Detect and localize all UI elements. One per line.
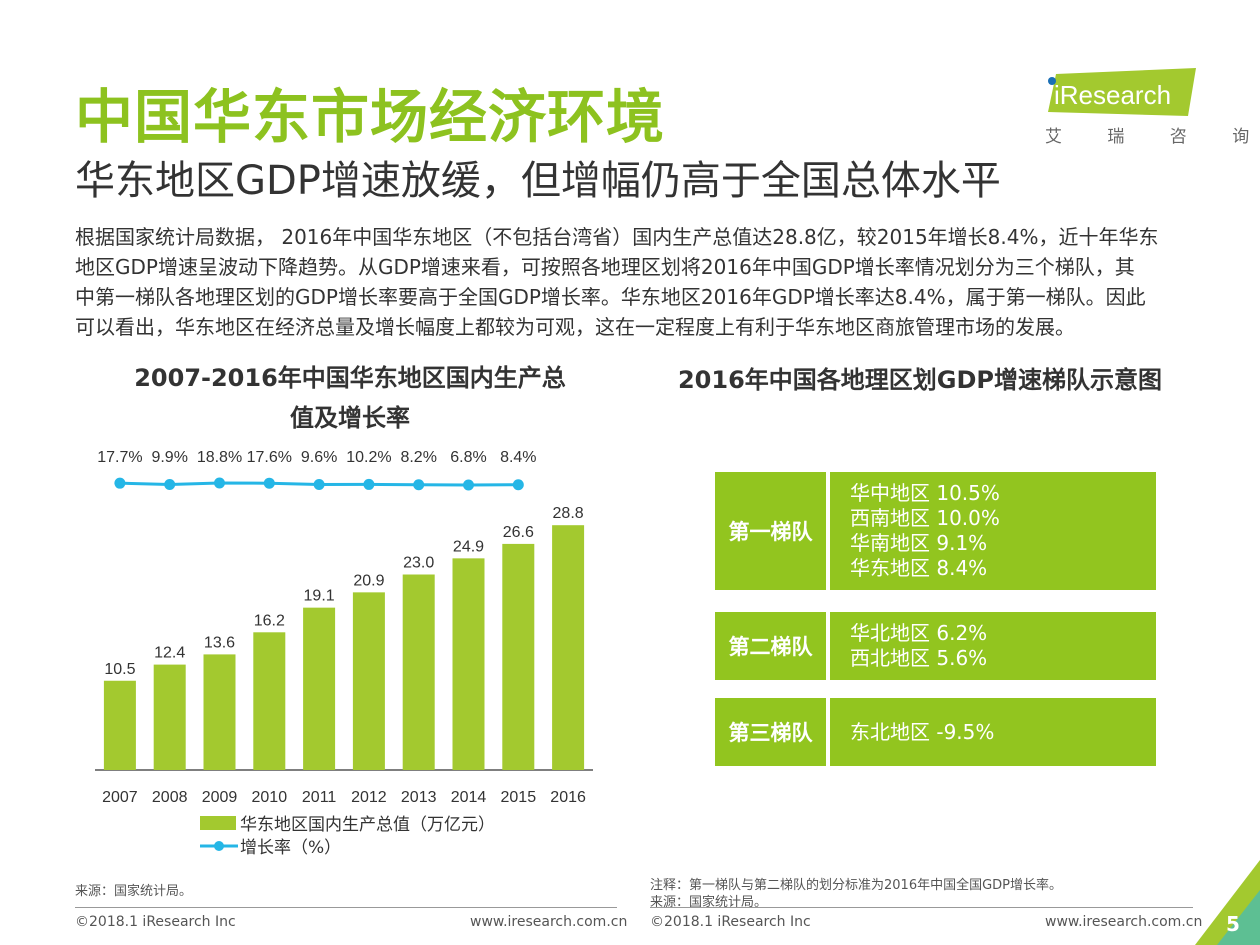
growth-rate-label: 6.8%: [450, 449, 486, 466]
legend-bar-swatch: [200, 815, 236, 830]
growth-rate-point: [164, 478, 176, 490]
growth-rate-label: 10.2%: [346, 449, 391, 466]
tier-item: 华南地区 9.1%: [850, 531, 988, 555]
chart-title: 2007-2016年中国华东地区国内生产总 值及增长率: [100, 358, 600, 438]
bar-value-label: 28.8: [553, 505, 584, 522]
growth-rate-label: 9.9%: [151, 449, 187, 466]
bar-2008: [153, 664, 186, 770]
bar-2016: [552, 525, 585, 770]
bar-2014: [452, 558, 485, 770]
footer-copyright-right: ©2018.1 iResearch Inc: [650, 914, 811, 930]
intro-paragraph: 根据国家统计局数据， 2016年中国华东地区（不包括台湾省）国内生产总值达28.…: [75, 222, 1200, 342]
growth-rate-point: [313, 479, 325, 491]
page-number: 5: [1226, 912, 1240, 936]
tier-1-label: 第一梯队: [715, 472, 826, 590]
bar-value-label: 20.9: [353, 572, 384, 589]
chart-title-line1: 2007-2016年中国华东地区国内生产总: [134, 364, 566, 392]
chart-title-line2: 值及增长率: [290, 404, 410, 432]
x-tick-label: 2013: [401, 789, 437, 806]
growth-rate-point: [413, 479, 425, 491]
tier-item: 东北地区 -9.5%: [850, 719, 995, 744]
bar-2015: [502, 543, 535, 770]
x-tick-label: 2010: [252, 789, 288, 806]
tier-3-list: 东北地区 -9.5%: [830, 698, 1156, 766]
gdp-chart: 10.5 2007 12.4 2008 13.6 2009 16.2 2010 19.1 2011…: [95, 449, 593, 806]
tier-diagram-title: 2016年中国各地理区划GDP增速梯队示意图: [677, 366, 1162, 394]
growth-rate-point: [512, 479, 524, 491]
tier-item: 华北地区 6.2%: [850, 621, 988, 645]
source-right: 来源：国家统计局。: [650, 895, 768, 910]
growth-rate-point: [114, 477, 126, 489]
growth-rate-point: [263, 477, 275, 489]
source-left: 来源：国家统计局。: [75, 884, 193, 899]
tier-2-list: 华北地区 6.2% 西北地区 5.6%: [830, 612, 1156, 680]
growth-rate-label: 8.4%: [500, 449, 536, 466]
x-tick-label: 2008: [152, 789, 188, 806]
bar-value-label: 19.1: [304, 588, 335, 605]
footer-copyright-left: ©2018.1 iResearch Inc: [75, 914, 236, 930]
x-tick-label: 2015: [501, 789, 537, 806]
tier-item: 西北地区 5.6%: [850, 646, 988, 670]
intro-line: 中第一梯队各地理区划的GDP增长率要高于全国GDP增长率。华东地区2016年GD…: [75, 285, 1146, 309]
legend-line-swatch: [200, 840, 238, 851]
growth-rate-label: 9.6%: [301, 449, 337, 466]
bar-value-label: 10.5: [104, 661, 135, 678]
bar-value-label: 23.0: [403, 555, 434, 572]
tier-3-label: 第三梯队: [715, 698, 826, 766]
bar-2010: [253, 632, 286, 770]
bar-value-label: 12.4: [154, 645, 185, 662]
tier-item: 西南地区 10.0%: [850, 506, 1000, 530]
growth-rate-label: 18.8%: [197, 449, 242, 466]
growth-rate-label: 17.7%: [97, 449, 142, 466]
note-right: 注释：第一梯队与第二梯队的划分标准为2016年中国全国GDP增长率。: [650, 878, 1063, 893]
bar-2009: [203, 654, 236, 770]
bar-value-label: 24.9: [453, 538, 484, 555]
legend-bar-label: 华东地区国内生产总值（万亿元）: [240, 815, 495, 835]
tier-item: 华东地区 8.4%: [850, 556, 988, 580]
bar-2012: [352, 592, 385, 770]
x-tick-label: 2016: [550, 789, 586, 806]
tier-1-list: 华中地区 10.5% 西南地区 10.0% 华南地区 9.1% 华东地区 8.4…: [830, 472, 1156, 590]
tier-2-label: 第二梯队: [715, 612, 826, 680]
legend-line: 增长率（%）: [200, 833, 341, 858]
bar-value-label: 26.6: [503, 524, 534, 541]
growth-rate-point: [214, 477, 225, 489]
legend-bar: 华东地区国内生产总值（万亿元）: [200, 810, 495, 835]
growth-rate-label: 8.2%: [400, 449, 436, 466]
page-subtitle: 华东地区GDP增速放缓，但增幅仍高于全国总体水平: [75, 158, 1001, 204]
x-tick-label: 2011: [302, 789, 337, 806]
intro-line: 地区GDP增速呈波动下降趋势。从GDP增速来看，可按照各地理区划将2016年中国…: [75, 255, 1135, 279]
x-tick-label: 2014: [451, 789, 487, 806]
legend-line-label: 增长率（%）: [240, 838, 342, 858]
growth-rate-label: 17.6%: [247, 449, 292, 466]
footer-url-left[interactable]: www.iresearch.com.cn: [470, 914, 628, 930]
logo-brand-text: iResearch: [1054, 80, 1171, 110]
x-tick-label: 2009: [202, 789, 238, 806]
growth-rate-point: [463, 479, 474, 491]
iresearch-logo: iResearch: [1048, 68, 1196, 118]
growth-rate-point: [363, 478, 375, 490]
bar-2007: [103, 680, 136, 770]
page-title: 中国华东市场经济环境: [75, 83, 666, 151]
bar-value-label: 16.2: [254, 612, 285, 629]
x-tick-label: 2012: [351, 789, 387, 806]
x-tick-label: 2007: [102, 789, 138, 806]
logo-cn-text: 艾 瑞 咨 询: [1045, 127, 1260, 147]
bar-2013: [402, 574, 435, 770]
footer-url-right[interactable]: www.iresearch.com.cn: [1045, 914, 1203, 930]
bar-value-label: 13.6: [204, 634, 235, 651]
bar-2011: [303, 607, 336, 770]
footer-divider-right: [650, 907, 1193, 908]
corner-decoration: [1195, 860, 1260, 945]
intro-line: 可以看出，华东地区在经济总量及增长幅度上都较为可观，这在一定程度上有利于华东地区…: [75, 315, 1075, 339]
footer-divider-left: [75, 907, 617, 908]
intro-line: 根据国家统计局数据， 2016年中国华东地区（不包括台湾省）国内生产总值达28.…: [75, 225, 1159, 249]
tier-item: 华中地区 10.5%: [850, 481, 1000, 505]
